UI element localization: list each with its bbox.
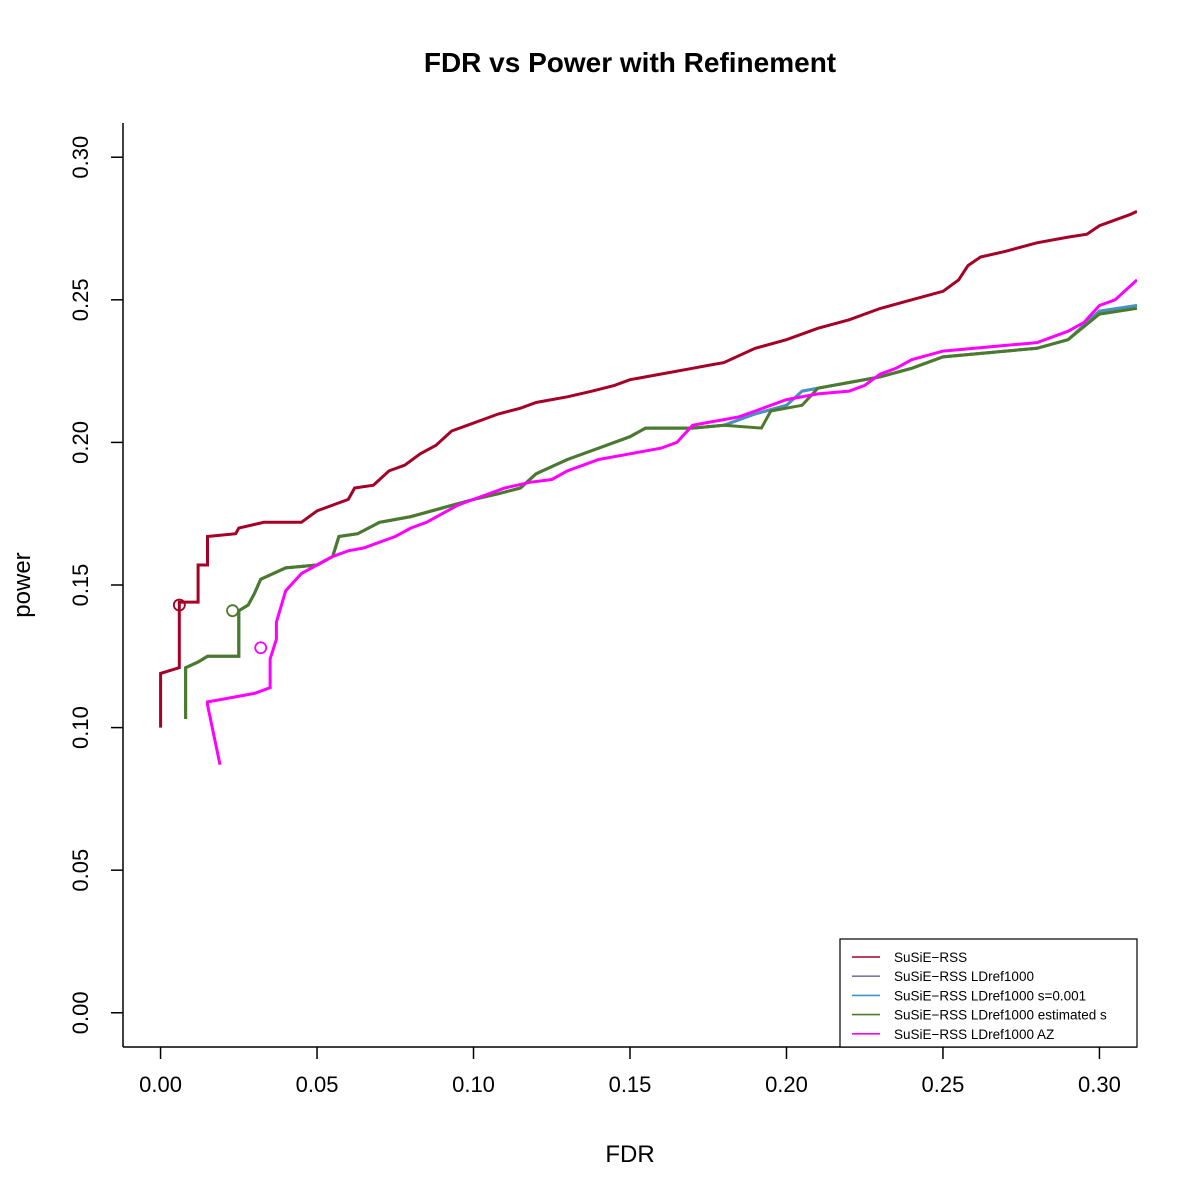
series-line-0 [159,210,1137,728]
y-tick-label: 0.30 [68,136,93,179]
y-tick-label: 0.15 [68,564,93,607]
y-tick-label: 0.10 [68,706,93,749]
x-tick-label: 0.15 [609,1072,652,1097]
x-tick-label: 0.25 [922,1072,965,1097]
legend-label-4: SuSiE−RSS LDref1000 AZ [894,1027,1054,1042]
y-tick-label: 0.20 [68,421,93,464]
x-tick-label: 0.10 [452,1072,495,1097]
series-line-3 [184,306,1137,719]
y-tick-label: 0.25 [68,278,93,321]
x-axis-title: FDR [605,1141,654,1168]
x-tick-label: 0.30 [1078,1072,1121,1097]
legend-label-0: SuSiE−RSS [894,950,967,965]
y-axis-title: power [9,552,36,617]
series-line-4 [206,278,1137,766]
y-tick-label: 0.00 [68,991,93,1034]
x-tick-label: 0.00 [139,1072,182,1097]
series-marker-0 [172,598,186,612]
x-tick-label: 0.20 [765,1072,808,1097]
legend-label-3: SuSiE−RSS LDref1000 estimated s [894,1008,1107,1023]
legend-box [839,938,1138,1048]
y-tick-label: 0.05 [68,849,93,892]
plot-area [159,210,1137,766]
legend-label-2: SuSiE−RSS LDref1000 s=0.001 [894,988,1086,1003]
legend: SuSiE−RSS SuSiE−RSS LDref1000 SuSiE−RSS LD… [839,938,1138,1048]
axes: 0.00 0.05 0.10 0.15 0.20 0.25 0.30 0.00 0.05 0.10… [68,123,1137,1097]
series-marker-1 [226,604,239,618]
x-tick-label: 0.05 [296,1072,339,1097]
chart-title: FDR vs Power with Refinement [424,47,836,78]
legend-label-1: SuSiE−RSS LDref1000 [894,969,1034,984]
series-marker-2 [254,641,268,655]
